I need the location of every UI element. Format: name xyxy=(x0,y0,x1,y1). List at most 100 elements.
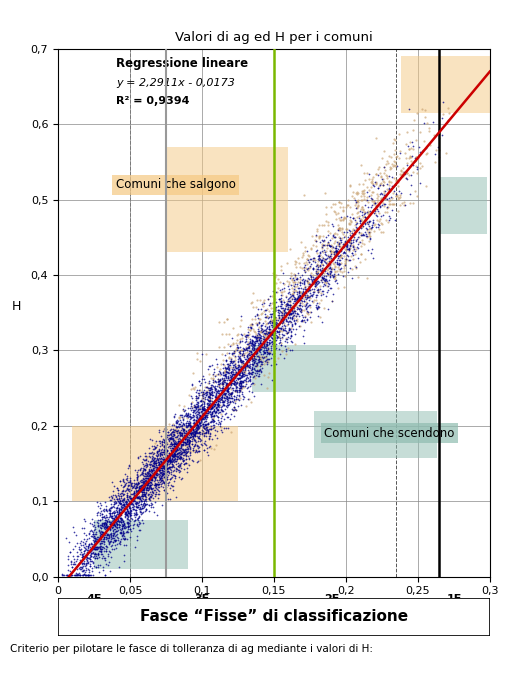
Point xyxy=(193,416,201,427)
Point xyxy=(210,401,218,412)
Point xyxy=(193,410,201,421)
Point xyxy=(93,537,102,548)
Point xyxy=(282,315,290,326)
Point xyxy=(358,230,366,241)
Point xyxy=(236,385,244,396)
Point xyxy=(170,440,178,452)
Point xyxy=(115,517,123,528)
Point xyxy=(116,539,124,550)
Point xyxy=(362,213,370,224)
Point xyxy=(207,397,215,408)
Point xyxy=(280,313,288,324)
Point xyxy=(253,310,261,321)
Point xyxy=(135,483,143,494)
Point xyxy=(316,270,324,281)
Point xyxy=(172,438,180,449)
Point xyxy=(245,345,253,356)
Point xyxy=(137,476,145,487)
Point xyxy=(122,507,130,519)
Point xyxy=(325,251,333,262)
Point xyxy=(188,392,196,403)
Point xyxy=(117,487,125,498)
Point xyxy=(305,282,313,294)
Point xyxy=(208,387,216,398)
Point xyxy=(244,382,252,393)
Point xyxy=(395,192,403,203)
Point xyxy=(141,476,149,487)
Point xyxy=(172,450,180,461)
Point xyxy=(66,547,74,558)
Point xyxy=(199,403,207,415)
Point xyxy=(227,393,235,404)
Point xyxy=(354,201,362,212)
Point xyxy=(304,277,312,288)
Point xyxy=(140,470,148,482)
Point xyxy=(172,438,180,449)
Point xyxy=(218,329,226,340)
Point xyxy=(348,208,357,219)
Point xyxy=(376,179,384,190)
Point xyxy=(245,359,254,370)
Point xyxy=(84,570,92,581)
Point xyxy=(321,275,329,287)
Point xyxy=(239,356,247,367)
Point xyxy=(211,406,219,417)
Point xyxy=(81,516,89,527)
Point xyxy=(314,261,322,272)
Point xyxy=(187,405,195,416)
Point xyxy=(227,366,235,377)
Point xyxy=(280,286,288,297)
Point xyxy=(363,212,371,224)
Point xyxy=(372,203,380,215)
Point xyxy=(105,538,113,549)
Point xyxy=(296,294,304,305)
Point xyxy=(146,473,154,484)
Point xyxy=(115,510,123,521)
Point xyxy=(201,423,209,434)
Point xyxy=(223,347,231,359)
Point xyxy=(201,426,210,438)
Point xyxy=(297,315,305,326)
Point xyxy=(134,479,142,490)
Point xyxy=(242,356,250,367)
Point xyxy=(125,477,133,488)
Point xyxy=(182,453,190,464)
Point xyxy=(224,387,232,398)
Point xyxy=(220,400,228,411)
Point xyxy=(85,552,93,563)
Point xyxy=(219,405,227,416)
Point xyxy=(146,491,155,502)
Point xyxy=(98,543,106,554)
Point xyxy=(250,338,258,350)
Point xyxy=(211,405,219,417)
Point xyxy=(146,479,155,490)
Point xyxy=(268,316,276,327)
Point xyxy=(311,281,319,292)
Point xyxy=(208,415,216,426)
Point xyxy=(205,402,213,413)
Point xyxy=(139,493,147,505)
Point xyxy=(252,347,261,358)
Point xyxy=(159,467,167,478)
Point xyxy=(330,263,338,274)
Point xyxy=(94,531,102,542)
Point xyxy=(97,523,105,534)
Point xyxy=(220,386,228,397)
Point xyxy=(221,370,229,382)
Point xyxy=(207,388,215,399)
Point xyxy=(145,469,153,480)
Point xyxy=(187,428,195,439)
Point xyxy=(93,535,102,546)
Point xyxy=(336,234,344,245)
Point xyxy=(189,424,197,435)
Point xyxy=(173,432,181,443)
Point xyxy=(77,535,85,547)
Point xyxy=(224,372,232,383)
Point xyxy=(289,276,297,287)
Point xyxy=(274,322,282,333)
Point xyxy=(288,305,296,317)
Point xyxy=(136,492,144,503)
Point xyxy=(188,427,196,438)
Point xyxy=(264,344,272,355)
Point xyxy=(247,297,255,308)
